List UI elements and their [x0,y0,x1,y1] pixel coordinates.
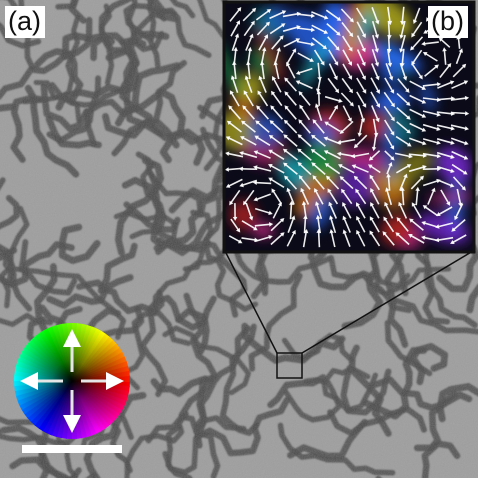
panel-b-label: (b) [428,6,468,38]
panel-a-label: (a) [5,6,45,38]
scale-bar [22,445,122,453]
